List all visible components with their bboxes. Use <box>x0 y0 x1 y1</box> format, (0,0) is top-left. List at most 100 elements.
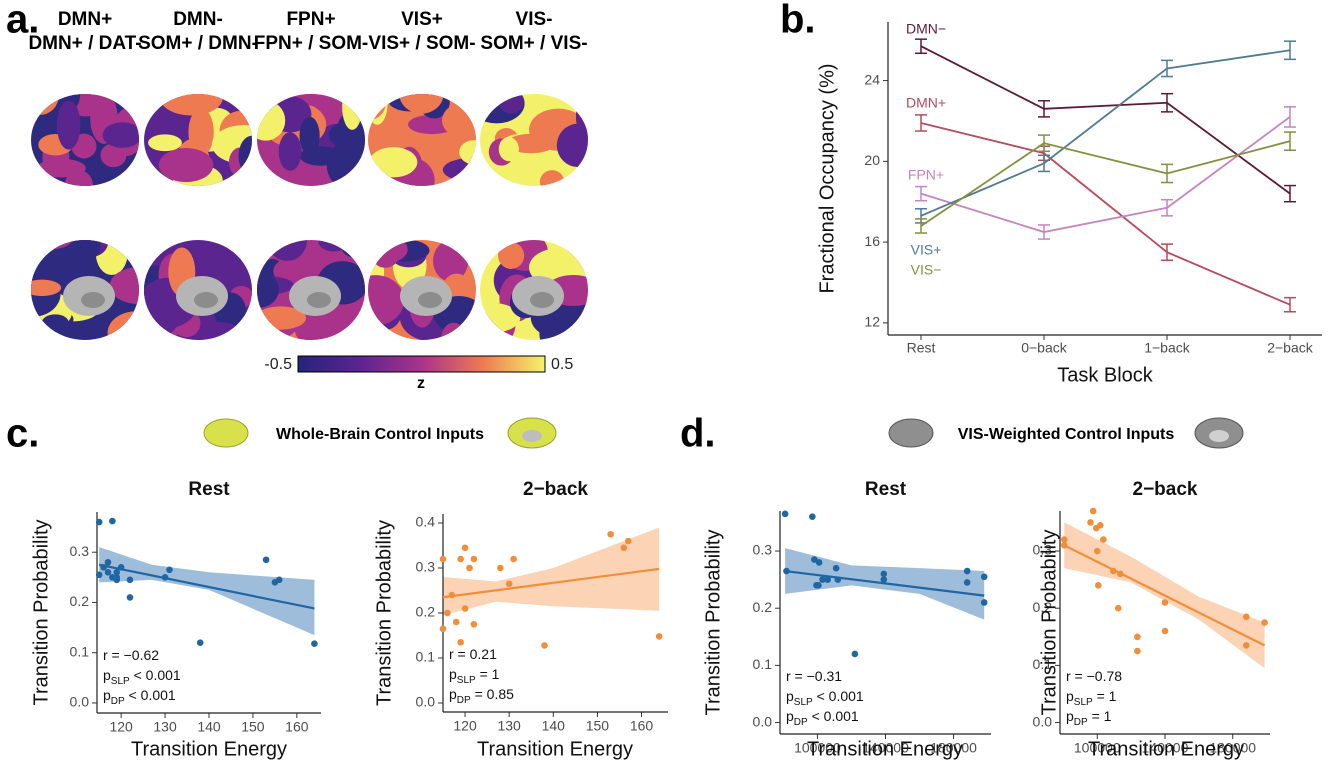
colorbar-tick-label: 0.5 <box>551 356 573 373</box>
point <box>497 565 504 572</box>
page-body: { "panel_labels": ["a.", "b.", "c.", "d.… <box>0 0 1338 771</box>
error-bar <box>1038 135 1050 151</box>
y-axis-label: Transition Probability <box>373 520 395 706</box>
colorbar-tick-label: -0.5 <box>264 356 292 373</box>
brain <box>347 235 484 356</box>
point <box>113 574 120 581</box>
brain <box>239 219 377 346</box>
x-axis-label: Transition Energy <box>807 738 963 760</box>
series-line <box>921 117 1290 232</box>
panel-header: Whole-Brain Control Inputs <box>276 426 484 443</box>
colorbar-label: z <box>417 375 425 392</box>
point <box>166 566 173 573</box>
y-tick-label: 0.4 <box>416 514 436 530</box>
brain-patch <box>466 79 487 103</box>
stat-subscript: SLP <box>457 675 476 686</box>
x-axis-label: Task Block <box>1057 364 1154 386</box>
point <box>1162 599 1169 606</box>
brain <box>246 80 387 195</box>
x-tick-label: 2−back <box>1267 340 1314 356</box>
brain <box>460 232 601 360</box>
stat-part: < 0.001 <box>808 708 859 724</box>
error-bar <box>1161 244 1173 260</box>
chart-title: Rest <box>865 479 907 500</box>
stat-part: r = 0.21 <box>449 646 497 662</box>
point <box>1243 613 1250 620</box>
series-line <box>921 46 1290 193</box>
point <box>981 599 988 606</box>
brain-patch <box>369 147 417 177</box>
legend-label: FPN+ <box>908 167 944 183</box>
stat-text: pDP = 0.85 <box>449 686 514 706</box>
error-bar <box>915 115 927 131</box>
state-pair: SOM+ / VIS- <box>480 33 587 54</box>
brain-patch <box>135 287 181 338</box>
stat-part: p <box>103 687 111 703</box>
point <box>471 556 478 563</box>
brain-patch <box>279 132 302 171</box>
brain-patch <box>342 84 362 130</box>
y-tick-label: 0.1 <box>753 656 773 672</box>
stat-part: < 0.001 <box>125 687 176 703</box>
brain-patch <box>21 75 59 116</box>
point <box>1115 605 1122 612</box>
brain-patch <box>42 314 69 331</box>
legend-label: DMN− <box>906 21 946 37</box>
error-bar <box>1161 164 1173 182</box>
stat-part: = 0.85 <box>471 686 514 702</box>
y-tick-label: 0.0 <box>416 694 436 710</box>
point <box>453 619 460 626</box>
brain-patch <box>318 231 349 251</box>
state-pair: FPN+ / SOM- <box>254 33 369 54</box>
stat-part: p <box>1066 708 1074 724</box>
stat-subscript: SLP <box>1074 697 1093 708</box>
point <box>311 640 318 647</box>
confidence-band <box>99 547 314 635</box>
brain-core <box>81 292 105 308</box>
panel-label: d. <box>680 412 716 456</box>
stat-part: = 1 <box>1088 708 1112 724</box>
x-tick-label: 130 <box>153 719 177 735</box>
brain-core <box>307 292 331 308</box>
stat-part: r = −0.78 <box>1066 668 1122 684</box>
point <box>1097 522 1104 529</box>
brain-core <box>530 292 554 308</box>
point <box>1061 536 1068 543</box>
legend-label: DMN+ <box>906 95 946 111</box>
state-pair: VIS+ / SOM- <box>368 33 475 54</box>
point <box>1094 548 1101 555</box>
stat-text: pSLP = 1 <box>449 666 500 686</box>
y-tick-label: 0.1 <box>70 643 90 659</box>
x-tick-label: 120 <box>453 718 477 734</box>
point <box>1243 642 1250 649</box>
brain-patch <box>65 170 93 201</box>
point <box>816 559 823 566</box>
stat-text: r = 0.21 <box>449 646 497 662</box>
brain-patch <box>342 239 378 258</box>
y-tick-label: 16 <box>864 233 880 249</box>
y-tick-label: 24 <box>864 71 880 87</box>
point <box>466 565 473 572</box>
point <box>506 580 513 587</box>
brain-patch <box>351 86 385 120</box>
chart-title: 2−back <box>523 479 588 500</box>
state-name: FPN+ <box>286 9 335 30</box>
brain-patch <box>159 148 213 182</box>
point <box>276 577 283 584</box>
point <box>1162 628 1169 635</box>
state-name: VIS+ <box>401 9 443 30</box>
brain <box>4 228 168 354</box>
point <box>656 633 663 640</box>
y-tick-label: 0.3 <box>753 542 773 558</box>
error-bar <box>1284 298 1296 312</box>
y-tick-label: 12 <box>864 314 880 330</box>
point <box>444 610 451 617</box>
point <box>1134 648 1141 655</box>
state-pair: SOM+ / DMN- <box>138 33 258 54</box>
stat-part: p <box>786 688 794 704</box>
stat-text: pSLP = 1 <box>1066 688 1117 708</box>
chart-title: Rest <box>188 479 230 500</box>
x-tick-label: Rest <box>907 340 936 356</box>
point <box>1087 519 1094 526</box>
brain-patch <box>267 219 307 261</box>
